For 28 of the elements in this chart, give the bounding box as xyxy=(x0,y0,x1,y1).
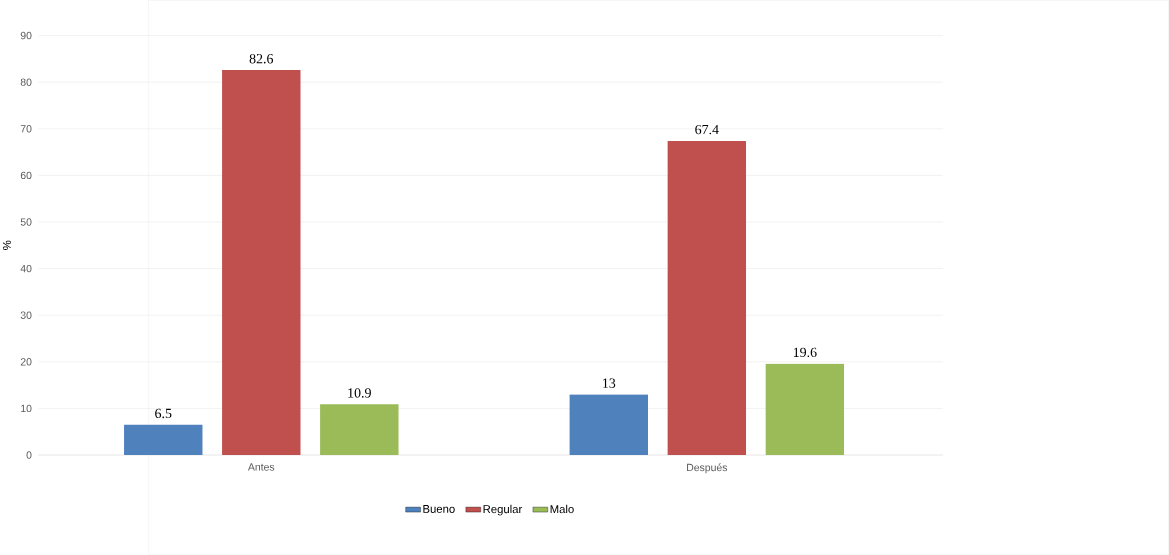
x-tick-label: Después xyxy=(687,463,728,474)
data-label: 82.6 xyxy=(249,53,274,64)
y-tick-label: 60 xyxy=(20,171,32,179)
y-tick-label: 80 xyxy=(20,78,32,86)
legend-label: Malo xyxy=(550,504,574,514)
data-label: 67.4 xyxy=(695,124,719,135)
y-tick-label: 10 xyxy=(21,404,32,412)
y-tick-label: 0 xyxy=(26,451,32,459)
data-label: 19.6 xyxy=(793,347,817,357)
y-tick-label: 30 xyxy=(20,311,32,319)
y-tick-label: 20 xyxy=(20,357,32,366)
bar xyxy=(569,394,649,455)
y-tick-label: 50 xyxy=(20,218,32,226)
bar xyxy=(222,69,301,455)
bar xyxy=(124,424,203,455)
bar xyxy=(320,404,399,455)
y-tick-label: 90 xyxy=(20,31,32,40)
data-label: 13 xyxy=(603,378,616,388)
y-tick-label: 40 xyxy=(20,264,32,273)
data-label: 10.9 xyxy=(348,388,371,398)
x-tick-label: Antes xyxy=(247,463,275,471)
y-axis-title: % xyxy=(2,240,11,250)
bar xyxy=(667,140,747,455)
legend-label: Regular xyxy=(483,504,523,516)
y-tick-label: 70 xyxy=(20,124,32,133)
data-label: 6.5 xyxy=(155,408,172,419)
legend-label: Bueno xyxy=(423,504,455,513)
bar xyxy=(765,363,845,455)
